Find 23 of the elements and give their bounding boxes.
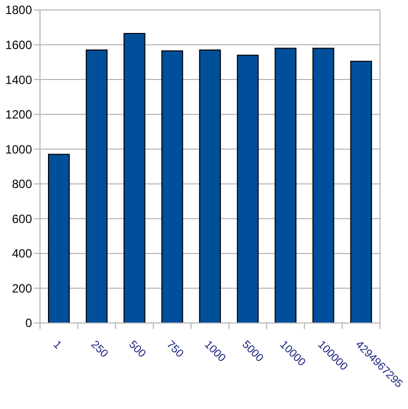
bar (161, 50, 184, 324)
bar (312, 48, 334, 324)
y-tick-label: 1200 (5, 108, 32, 122)
x-tick-label: 500 (126, 338, 148, 360)
bar (274, 48, 296, 324)
y-tick-label: 1600 (5, 38, 32, 52)
y-tick-label: 800 (12, 177, 32, 192)
y-tick-label: 0 (25, 316, 32, 330)
bar (124, 32, 146, 324)
x-tick-label: 750 (164, 338, 186, 360)
bar (350, 60, 372, 324)
bar (199, 49, 221, 324)
y-tick-label: 600 (12, 212, 32, 226)
y-tick-label: 200 (12, 281, 32, 296)
x-tick-label: 1 (50, 338, 64, 352)
bar (48, 154, 70, 324)
y-tick-label: 1400 (5, 72, 32, 87)
y-tick-label: 1800 (5, 3, 32, 18)
y-tick-label: 400 (12, 246, 32, 261)
bar (236, 54, 259, 324)
bar (86, 49, 108, 324)
y-tick-label: 1000 (5, 142, 32, 156)
x-tick-label: 250 (88, 338, 110, 360)
